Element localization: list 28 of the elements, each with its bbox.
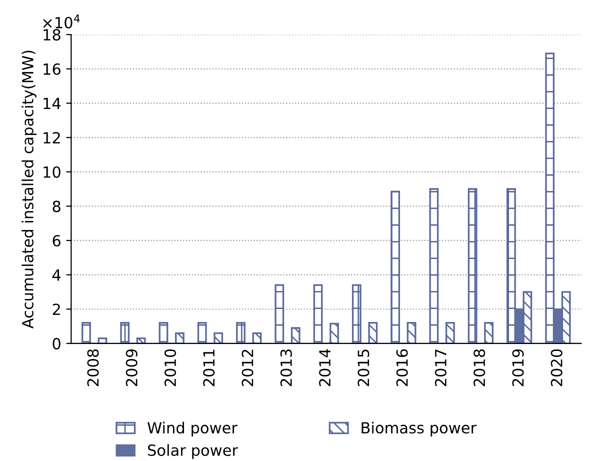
x-tick-label: 2009 <box>126 349 138 386</box>
y-tick-label: 8 <box>52 200 60 212</box>
y-axis-title: Accumulated installed capacity(MW) <box>22 50 36 328</box>
legend-label: Wind power <box>148 422 238 437</box>
y-tick-label: 2 <box>52 304 60 315</box>
x-tick-label: 2008 <box>87 349 99 386</box>
x-tick-label: 2017 <box>434 350 446 386</box>
y-tick-label: 14 <box>44 98 61 110</box>
x-tick-label: 2016 <box>396 349 408 386</box>
legend-label: Solar power <box>148 444 238 459</box>
legend-label: Biomass power <box>362 422 477 437</box>
x-tick-label: 2018 <box>474 349 486 386</box>
y-tick-label: 12 <box>44 132 60 144</box>
x-tick-label: 2010 <box>164 349 176 386</box>
x-tick-label: 2019 <box>512 349 524 386</box>
x-tick-label: 2012 <box>242 350 254 386</box>
x-tick-label: 2014 <box>319 349 331 386</box>
x-tick-label: 2020 <box>550 349 562 386</box>
y-tick-label: 18 <box>44 29 60 41</box>
y-tick-label: 10 <box>44 166 60 178</box>
y-tick-label: 16 <box>44 63 60 75</box>
text: ×10$^{4}$ <box>43 14 80 28</box>
y-tick-label: 6 <box>52 234 60 247</box>
y-tick-label: 0 <box>52 338 60 350</box>
x-tick-label: 2015 <box>358 350 370 386</box>
x-tick-label: 2013 <box>280 350 292 386</box>
x-tick-label: 2011 <box>203 350 215 386</box>
y-tick-label: 4 <box>52 269 61 281</box>
